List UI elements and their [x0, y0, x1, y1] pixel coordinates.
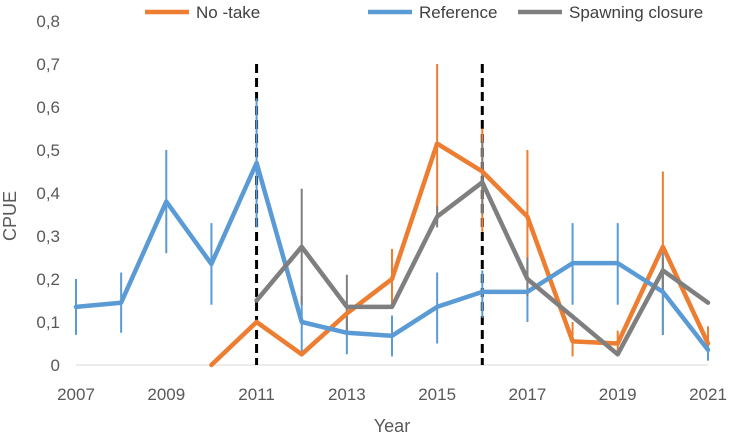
x-tick-label: 2015 — [418, 385, 456, 404]
y-tick-label: 0 — [51, 356, 60, 375]
series-line-spawning-closure — [254, 180, 711, 357]
x-axis-title: Year — [374, 416, 410, 436]
error-bars — [75, 64, 709, 361]
x-axis: 2007 2009 2011 2013 2015 2017 2019 2021 — [57, 364, 727, 404]
series-line-reference — [73, 160, 711, 353]
legend-label: Reference — [419, 3, 497, 22]
y-tick-label: 0,6 — [36, 98, 60, 117]
intervention-markers — [255, 64, 484, 365]
x-tick-label: 2009 — [147, 385, 185, 404]
y-axis: 0 0,1 0,2 0,3 0,4 0,5 0,6 0,7 0,8 — [36, 12, 60, 375]
x-tick-label: 2013 — [328, 385, 366, 404]
y-axis-title: CPUE — [0, 191, 20, 241]
x-tick-label: 2021 — [689, 385, 727, 404]
y-tick-label: 0,7 — [36, 55, 60, 74]
legend-label: No -take — [196, 3, 260, 22]
legend-label: Spawning closure — [569, 3, 703, 22]
x-tick-label: 2011 — [238, 385, 275, 404]
legend: No -take Reference Spawning closure — [145, 3, 703, 22]
x-tick-label: 2017 — [509, 385, 547, 404]
y-tick-label: 0,1 — [36, 313, 60, 332]
series-lines — [73, 141, 711, 368]
y-tick-label: 0,3 — [36, 227, 60, 246]
y-tick-label: 0,8 — [36, 12, 60, 31]
y-tick-label: 0,5 — [36, 141, 60, 160]
series-line-no-take — [209, 141, 711, 368]
y-tick-label: 0,4 — [36, 184, 60, 203]
x-tick-label: 2019 — [599, 385, 637, 404]
x-tick-label: 2007 — [57, 385, 95, 404]
y-tick-label: 0,2 — [36, 270, 60, 289]
